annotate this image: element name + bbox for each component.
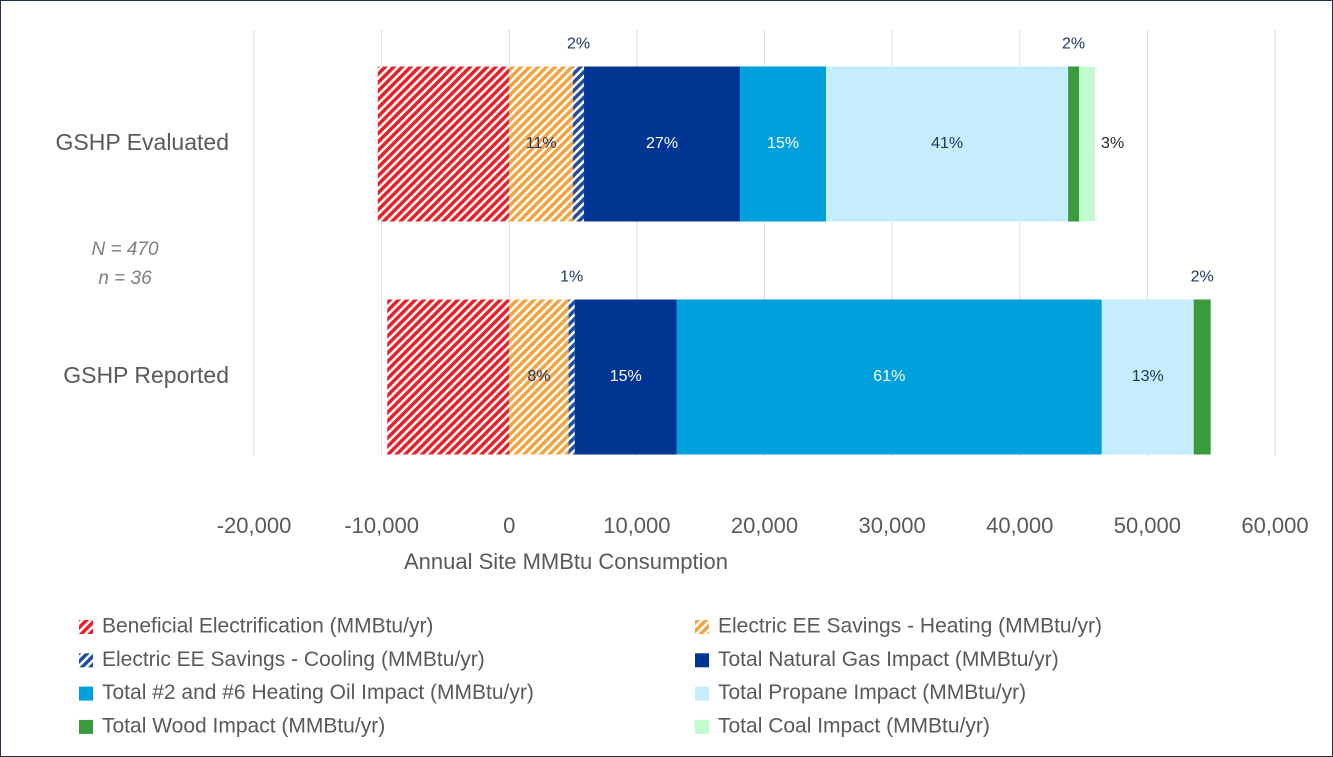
data-label: 41% [931,135,963,152]
data-label: 13% [1132,368,1164,385]
legend-swatch [79,719,93,734]
bar-segment [574,299,677,455]
x-tick-label: 20,000 [731,513,798,538]
legend-label: Electric EE Savings - Cooling (MMBtu/yr) [102,648,485,671]
data-label: 61% [873,368,905,385]
legend-label: Total Natural Gas Impact (MMBtu/yr) [718,648,1059,671]
bar-segment [387,299,510,455]
bar-segment [826,66,1069,222]
legend-swatch [79,686,93,701]
data-label: 3% [1101,135,1124,152]
data-label: 2% [567,36,590,53]
data-label: 27% [646,135,678,152]
legend-label: Total #2 and #6 Heating Oil Impact (MMBt… [102,681,534,704]
legend-label: Total Wood Impact (MMBtu/yr) [102,714,385,737]
data-label: 15% [610,368,642,385]
legend-swatch [79,653,93,668]
category-label: GSHP Reported [63,362,229,388]
annotation: N = 470 [91,239,159,260]
x-tick-label: 30,000 [858,513,925,538]
legend-swatch [695,686,709,701]
data-label: 8% [527,368,550,385]
x-tick-label: 10,000 [603,513,670,538]
bar-segment [1101,299,1194,455]
x-tick-label: -20,000 [217,513,292,538]
x-tick-label: 0 [503,513,515,538]
data-label: 1% [560,269,583,286]
bar-segment [1193,299,1211,455]
bar-segment [676,299,1102,455]
x-tick-label: 50,000 [1114,513,1181,538]
bar-segment [584,66,741,222]
legend-swatch [695,719,709,734]
legend-label: Electric EE Savings - Heating (MMBtu/yr) [718,615,1102,638]
legend-swatch [79,620,93,634]
bar-segment [377,66,510,222]
legend-label: Total Propane Impact (MMBtu/yr) [718,681,1026,704]
data-label: 2% [1062,36,1085,53]
legend-swatch [695,653,709,668]
bar-segment [740,66,827,222]
x-tick-label: 40,000 [986,513,1053,538]
data-label: 2% [1191,269,1214,286]
bar-segment [509,66,574,222]
legend-label: Beneficial Electrification (MMBtu/yr) [102,615,433,638]
data-label: 15% [767,135,799,152]
legend-label: Total Coal Impact (MMBtu/yr) [718,714,990,737]
bar-segment [568,299,575,455]
x-tick-label: -10,000 [344,513,419,538]
bar-segment [573,66,585,222]
category-label: GSHP Evaluated [56,129,229,155]
legend-swatch [695,620,709,634]
bar-segment [1068,66,1080,222]
x-tick-label: 60,000 [1241,513,1308,538]
data-label: 11% [526,135,557,152]
bar-segment [509,299,569,455]
x-axis-title: Annual Site MMBtu Consumption [404,549,728,574]
annotation: n = 36 [98,268,152,289]
bar-segment [1079,66,1096,222]
